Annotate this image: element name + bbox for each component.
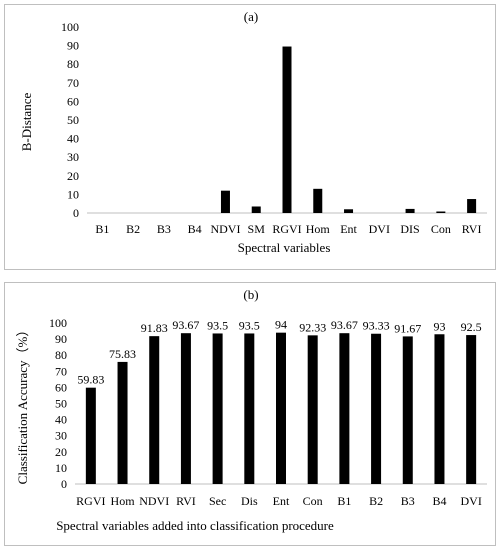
- chart-b-ytick-label: 30: [55, 429, 67, 443]
- chart-a-bar: [344, 209, 354, 213]
- chart-b-ytick-label: 10: [55, 461, 67, 475]
- chart-b-data-label: 93: [433, 319, 445, 333]
- chart-a-category-label: B3: [157, 222, 171, 236]
- chart-b-marks: 0 10 20 30 40 50 60 70 80 90 100 RGVI 59.83 Hom 75.83 N…: [49, 316, 487, 508]
- chart-b-xlabel: Spectral variables added into classifica…: [56, 518, 334, 533]
- chart-b-ytick-label: 70: [55, 364, 67, 378]
- chart-b-data-label: 92.33: [299, 320, 326, 334]
- chart-a-category-label: Ent: [340, 222, 357, 236]
- chart-b-data-label: 93.67: [172, 318, 199, 332]
- chart-b-category-label: B3: [401, 494, 415, 508]
- chart-b-category-label: Sec: [209, 494, 226, 508]
- chart-a-bar: [436, 211, 446, 213]
- chart-a-bar: [220, 190, 230, 213]
- chart-a-category-label: DVI: [369, 222, 390, 236]
- chart-a-ylabel: B-Distance: [19, 93, 34, 152]
- chart-a-ytick-label: 10: [67, 187, 79, 201]
- chart-b-category-label: Ent: [273, 494, 290, 508]
- chart-b-bar: [117, 361, 128, 484]
- chart-a-bar: [467, 199, 477, 213]
- chart-b-ytick-label: 50: [55, 397, 67, 411]
- chart-b-bar: [276, 332, 286, 484]
- chart-a-category-label: RGVI: [272, 222, 301, 236]
- chart-a-ytick-label: 70: [67, 76, 79, 90]
- chart-b-ytick-label: 40: [55, 413, 67, 427]
- chart-b-data-label: 93.67: [331, 318, 358, 332]
- chart-a-xlabel: Spectral variables: [238, 240, 331, 255]
- chart-b-data-label: 93.5: [207, 318, 228, 332]
- chart-b-bar: [212, 333, 223, 484]
- chart-a-bar: [251, 206, 261, 213]
- chart-a-category-label: SM: [248, 222, 266, 236]
- chart-b-bar: [85, 387, 96, 484]
- chart-b-bar: [180, 333, 191, 484]
- chart-a-ytick-label: 60: [67, 94, 79, 108]
- chart-a-category-label: B2: [126, 222, 140, 236]
- chart-b-ytick-label: 60: [55, 380, 67, 394]
- chart-b-ylabel: Classification Accuracy（%）: [15, 324, 30, 485]
- chart-a-category-label: RVI: [462, 222, 482, 236]
- chart-a-title: (a): [244, 9, 258, 24]
- chart-b-category-label: B1: [337, 494, 351, 508]
- chart-b-title: (b): [243, 287, 258, 302]
- chart-b-category-label: B4: [432, 494, 446, 508]
- chart-b-ytick-label: 90: [55, 332, 67, 346]
- chart-b-data-label: 94: [275, 318, 287, 332]
- chart-a-category-label: NDVI: [210, 222, 240, 236]
- chart-a-svg: (a) B-Distance Spectral variables 0 10 20 3…: [19, 9, 487, 255]
- chart-b-ytick-label: 0: [61, 477, 67, 491]
- chart-panel-b: (b) Classification Accuracy（%） Spectral …: [4, 282, 496, 546]
- chart-b-bar: [402, 336, 413, 484]
- chart-a-ytick-label: 0: [73, 206, 79, 220]
- chart-b-category-label: B2: [369, 494, 383, 508]
- chart-a-category-label: DIS: [400, 222, 419, 236]
- chart-a-category-label: B4: [188, 222, 202, 236]
- chart-b-svg: (b) Classification Accuracy（%） Spectral …: [15, 287, 487, 533]
- chart-b-bar: [244, 333, 255, 484]
- chart-a-bar: [405, 208, 415, 213]
- chart-b-data-label: 75.83: [109, 347, 136, 361]
- chart-b-data-label: 91.83: [141, 321, 168, 335]
- chart-a-bar: [282, 46, 292, 213]
- chart-b-category-label: DVI: [460, 494, 481, 508]
- chart-b-category-label: RVI: [176, 494, 196, 508]
- chart-b-data-label: 92.5: [461, 320, 482, 334]
- chart-a-ytick-label: 30: [67, 150, 79, 164]
- chart-b-ytick-label: 20: [55, 445, 67, 459]
- chart-b-category-label: NDVI: [139, 494, 169, 508]
- chart-a-ytick-label: 20: [67, 169, 79, 183]
- chart-b-category-label: Dis: [241, 494, 258, 508]
- chart-b-category-label: Con: [303, 494, 323, 508]
- chart-b-bar: [466, 335, 477, 484]
- chart-b-bar: [371, 333, 382, 484]
- chart-b-data-label: 93.33: [363, 319, 390, 333]
- chart-b-data-label: 91.67: [394, 321, 421, 335]
- chart-b-data-label: 93.5: [239, 318, 260, 332]
- chart-b-ytick-label: 100: [49, 316, 67, 330]
- chart-a-ytick-label: 40: [67, 132, 79, 146]
- chart-b-ytick-label: 80: [55, 348, 67, 362]
- chart-panel-a: (a) B-Distance Spectral variables 0 10 20 3…: [4, 4, 496, 270]
- chart-b-bar: [339, 333, 350, 484]
- chart-a-ytick-label: 100: [61, 20, 79, 34]
- chart-b-data-label: 59.83: [77, 373, 104, 387]
- chart-b-category-label: Hom: [111, 494, 136, 508]
- chart-a-ytick-label: 50: [67, 113, 79, 127]
- chart-a-category-label: Con: [431, 222, 451, 236]
- chart-a-ytick-label: 80: [67, 57, 79, 71]
- chart-b-bar: [149, 336, 160, 484]
- chart-a-category-label: B1: [95, 222, 109, 236]
- chart-b-bar: [307, 335, 318, 484]
- chart-a-bar: [313, 188, 323, 213]
- chart-b-category-label: RGVI: [76, 494, 105, 508]
- chart-a-category-label: Hom: [306, 222, 331, 236]
- chart-b-bar: [434, 334, 445, 484]
- chart-a-marks: 0 10 20 30 40 50 60 70 80 90 100 B1 B2 B3 B4 NDVI SM RGVI…: [61, 20, 487, 236]
- chart-a-ytick-label: 90: [67, 39, 79, 53]
